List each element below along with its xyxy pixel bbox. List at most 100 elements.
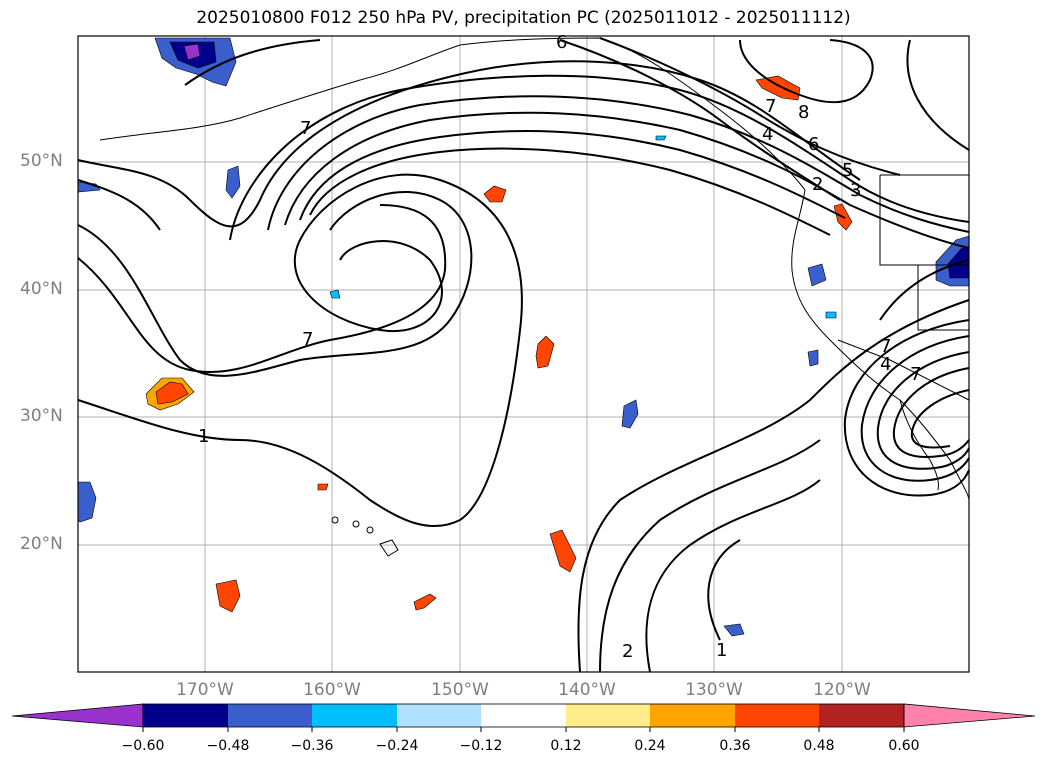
precip-blob-negative bbox=[621, 399, 639, 429]
pv-contour bbox=[284, 111, 970, 249]
colorbar-swatch bbox=[481, 704, 566, 727]
pv-contour bbox=[707, 539, 741, 641]
colorbar-ticks bbox=[142, 727, 905, 732]
contour-label: 6 bbox=[556, 32, 567, 53]
precip-blob-positive bbox=[215, 579, 241, 613]
pv-contour bbox=[229, 74, 970, 241]
precip-blob-positive bbox=[535, 335, 555, 369]
lat-label-30n: 30°N bbox=[20, 406, 63, 426]
colorbar-swatch bbox=[312, 704, 397, 727]
pv-contour bbox=[739, 39, 874, 104]
precip-blob-negative bbox=[329, 289, 341, 299]
precip-blob-negative bbox=[807, 349, 819, 367]
hawaii-islands bbox=[331, 516, 399, 557]
border-mexico bbox=[837, 339, 970, 401]
pv-contour bbox=[599, 439, 821, 673]
colorbar-tick-label: 0.12 bbox=[550, 738, 582, 754]
coastline-north-america bbox=[791, 189, 970, 501]
colorbar-tick-label: −0.48 bbox=[206, 738, 250, 754]
contour-label: 7 bbox=[765, 96, 776, 117]
precip-blob-positive bbox=[755, 75, 801, 101]
pv-contour bbox=[77, 179, 161, 231]
contour-label: 1 bbox=[716, 640, 727, 661]
lon-label-150w: 150°W bbox=[431, 680, 489, 700]
precip-blob-positive-core bbox=[155, 381, 189, 405]
colorbar-swatch bbox=[650, 704, 735, 727]
precip-blob-negative bbox=[807, 263, 827, 287]
colorbar-tick-label: 0.24 bbox=[634, 738, 666, 754]
contour-label: 2 bbox=[812, 174, 823, 195]
pv-contour bbox=[267, 95, 970, 233]
pv-contour bbox=[906, 39, 970, 151]
colorbar bbox=[11, 703, 1036, 732]
lat-label-40n: 40°N bbox=[20, 279, 63, 299]
contour-label: 5 bbox=[842, 160, 853, 181]
lon-label-160w: 160°W bbox=[303, 680, 361, 700]
pv-contour bbox=[77, 173, 523, 528]
contour-label: 8 bbox=[798, 102, 809, 123]
border-state bbox=[879, 175, 969, 266]
pv-contour bbox=[299, 130, 846, 221]
colorbar-swatch bbox=[397, 704, 481, 727]
precip-blob-positive bbox=[483, 185, 507, 203]
pv-contour bbox=[879, 259, 970, 321]
lon-label-130w: 130°W bbox=[685, 680, 743, 700]
colorbar-extend-high bbox=[903, 703, 1036, 728]
pv-contour bbox=[892, 367, 970, 458]
colorbar-tick-label: −0.36 bbox=[290, 738, 334, 754]
colorbar-swatch bbox=[566, 704, 650, 727]
colorbar-swatch bbox=[819, 704, 904, 727]
pv-contour bbox=[184, 39, 321, 86]
contour-label: 7 bbox=[880, 336, 891, 357]
pv-contour bbox=[577, 299, 970, 673]
colorbar-tick-label: 0.60 bbox=[888, 738, 920, 754]
border-state bbox=[917, 265, 969, 331]
graticule bbox=[78, 36, 969, 672]
coastline-alaska bbox=[99, 37, 806, 191]
contour-label-group: 7 7 7 1 2 1 6 7 8 6 5 4 3 2 7 4 bbox=[198, 32, 921, 662]
lon-label-140w: 140°W bbox=[558, 680, 616, 700]
map-title: 2025010800 F012 250 hPa PV, precipitatio… bbox=[196, 8, 851, 28]
coastlines bbox=[99, 37, 970, 501]
precip-blob-negative bbox=[225, 165, 241, 199]
contour-label: 3 bbox=[850, 180, 861, 201]
lat-label-50n: 50°N bbox=[20, 151, 63, 171]
pv-contour bbox=[645, 479, 821, 673]
colorbar-swatch bbox=[143, 704, 228, 727]
colorbar-tick-label: 0.36 bbox=[719, 738, 751, 754]
colorbar-tick-label: −0.12 bbox=[459, 738, 503, 754]
precip-blob-negative bbox=[825, 311, 837, 319]
contour-label: 4 bbox=[880, 354, 891, 375]
contour-label: 2 bbox=[622, 641, 633, 662]
pv-contour bbox=[559, 39, 841, 201]
contour-label: 7 bbox=[910, 364, 921, 385]
colorbar-tick-label: 0.48 bbox=[803, 738, 835, 754]
contour-label: 1 bbox=[198, 426, 209, 447]
pv-contour bbox=[77, 204, 447, 373]
colorbar-swatch bbox=[228, 704, 312, 727]
colorbar-tick-label: −0.24 bbox=[375, 738, 419, 754]
pv-contour bbox=[77, 60, 861, 228]
contour-label: 7 bbox=[302, 329, 313, 350]
lon-label-170w: 170°W bbox=[176, 680, 234, 700]
pv-contour bbox=[860, 335, 970, 482]
precip-blob-positive bbox=[317, 483, 329, 491]
colorbar-extend-low bbox=[11, 703, 144, 728]
pv-contour bbox=[309, 147, 831, 236]
precip-blob-positive bbox=[413, 593, 437, 611]
precip-blob-positive bbox=[549, 529, 577, 573]
colorbar-tick-label: −0.60 bbox=[121, 738, 165, 754]
contour-label: 4 bbox=[762, 124, 773, 145]
lat-label-20n: 20°N bbox=[20, 534, 63, 554]
colorbar-outline bbox=[142, 703, 905, 728]
pv-contour bbox=[843, 319, 970, 497]
pv-contours bbox=[77, 37, 970, 673]
contour-label: 6 bbox=[808, 134, 819, 155]
precip-blob-negative bbox=[723, 623, 745, 637]
contour-label: 7 bbox=[300, 118, 311, 139]
pv-contour bbox=[77, 191, 473, 377]
precipitation-shading bbox=[77, 37, 970, 637]
precip-blob-negative bbox=[655, 135, 667, 141]
coastline-baja bbox=[899, 399, 939, 491]
